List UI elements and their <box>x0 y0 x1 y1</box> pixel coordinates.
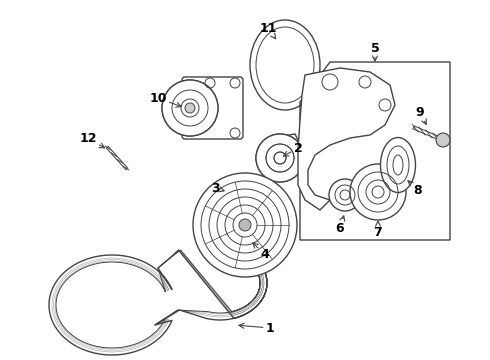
Circle shape <box>350 164 406 220</box>
Circle shape <box>193 173 297 277</box>
Text: 3: 3 <box>211 181 224 194</box>
Text: 1: 1 <box>239 321 274 334</box>
Text: 2: 2 <box>284 141 302 156</box>
Text: 4: 4 <box>253 243 270 261</box>
Text: 12: 12 <box>79 131 104 148</box>
Text: 11: 11 <box>259 22 277 39</box>
FancyBboxPatch shape <box>182 77 243 139</box>
Ellipse shape <box>381 138 416 193</box>
Circle shape <box>436 133 450 147</box>
Polygon shape <box>270 134 302 180</box>
Circle shape <box>329 179 361 211</box>
Circle shape <box>256 134 304 182</box>
Ellipse shape <box>250 20 320 110</box>
Text: 6: 6 <box>336 216 344 234</box>
Circle shape <box>239 219 251 231</box>
Polygon shape <box>298 68 395 210</box>
Text: 7: 7 <box>373 221 382 239</box>
Circle shape <box>256 134 304 182</box>
Circle shape <box>185 103 195 113</box>
Text: 10: 10 <box>149 91 181 107</box>
Text: 8: 8 <box>408 181 422 197</box>
Text: 5: 5 <box>370 41 379 61</box>
Circle shape <box>185 103 195 113</box>
Text: 9: 9 <box>416 105 426 125</box>
Circle shape <box>162 80 218 136</box>
